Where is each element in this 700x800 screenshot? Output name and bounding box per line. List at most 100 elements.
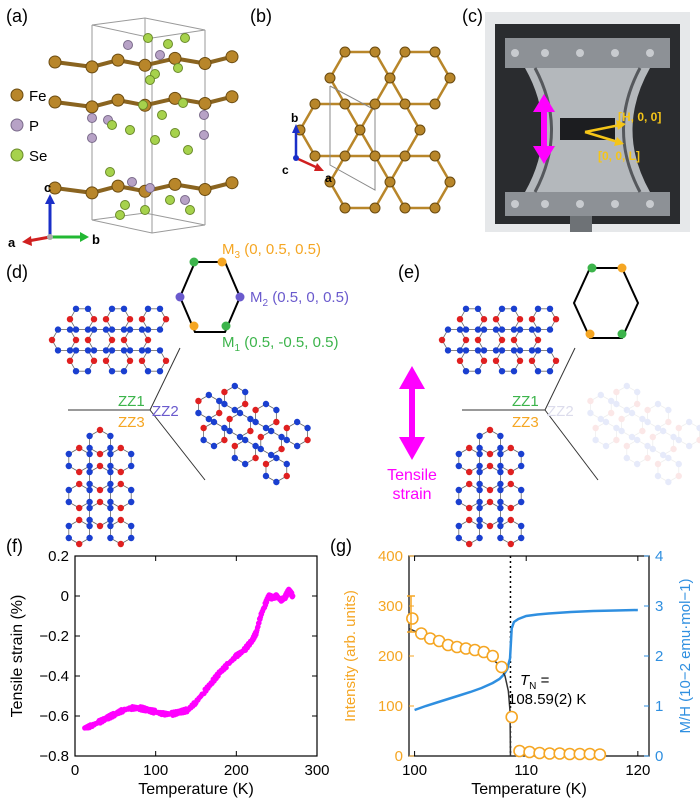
spin-site (138, 326, 146, 333)
spin-site (117, 540, 124, 548)
spin-site (65, 534, 72, 542)
legend-se-label: Se (29, 148, 47, 165)
spin-site (516, 347, 524, 354)
fe-atom (198, 97, 212, 110)
spin-site (262, 460, 270, 468)
fe-atom (138, 58, 152, 72)
panel-label-c: (c) (462, 6, 483, 26)
spin-site (628, 433, 636, 441)
intensity-point (495, 660, 508, 674)
spin-site (76, 480, 83, 488)
fe-site (309, 98, 321, 110)
spin-site (659, 451, 667, 459)
m3-label: M3 (0, 0.5, 0.5) (222, 241, 321, 261)
chart-f-ylabel: Tensile strain (%) (9, 595, 26, 718)
spin-site (107, 522, 114, 530)
fe-atom (85, 60, 99, 74)
spin-site (102, 316, 110, 323)
spin-site (293, 418, 301, 426)
spin-site (639, 427, 646, 435)
spin-site (108, 336, 116, 344)
spin-site (126, 326, 134, 333)
spin-site (665, 454, 672, 462)
spin-site (497, 522, 504, 530)
spin-site (156, 326, 164, 333)
chart-g-ylabel-left: Intensity (arb. units) (342, 590, 359, 722)
spin-site (665, 406, 672, 414)
spin-site (639, 415, 646, 423)
p-atom (199, 130, 209, 140)
spin-site (644, 406, 651, 414)
spin-site (72, 305, 80, 312)
fe-site (384, 72, 396, 84)
spin-site (654, 472, 662, 480)
fe-atom (48, 181, 62, 195)
spin-site (644, 418, 651, 426)
fe-site (384, 176, 396, 188)
brillouin-zone-d (175, 257, 245, 333)
chart-f-xtick: 100 (143, 762, 168, 779)
spin-site (138, 347, 146, 354)
zz1-label-e: ZZ1 (512, 393, 539, 410)
p-atom (87, 113, 97, 123)
spin-site (54, 326, 62, 333)
fe-site (399, 98, 411, 110)
chart-g-xtick: 120 (625, 762, 650, 779)
spin-site (492, 316, 500, 323)
spin-site (205, 391, 213, 399)
spin-site (466, 504, 473, 512)
spin-site (72, 326, 80, 333)
spin-site (633, 436, 641, 444)
spin-site (273, 418, 280, 426)
spin-site (649, 433, 656, 441)
fe-atom (111, 93, 125, 107)
spin-site (117, 480, 124, 488)
fe-atom (168, 91, 182, 105)
spin-site (462, 326, 470, 333)
spin-site (76, 468, 83, 476)
spin-site (241, 460, 249, 468)
spin-site (226, 427, 233, 435)
spin-site (200, 424, 207, 432)
spin-site (613, 388, 620, 396)
spin-site (480, 316, 488, 323)
panel-label-d: (d) (6, 262, 28, 282)
spin-site (86, 468, 93, 476)
spin-site (623, 442, 630, 450)
spin-site (507, 504, 514, 512)
spin-site (86, 504, 93, 512)
spin-site (474, 347, 482, 354)
spin-site (486, 450, 494, 458)
spin-site (86, 462, 93, 470)
fe-atom (48, 95, 62, 109)
spin-site (257, 433, 264, 441)
spin-site (84, 336, 92, 344)
spin-site (456, 347, 464, 354)
spin-site (623, 454, 630, 462)
spin-site (476, 432, 483, 440)
se-atom (125, 125, 135, 135)
fe-site (354, 124, 366, 136)
spin-site (456, 316, 464, 323)
spin-site (66, 347, 74, 354)
chart-g-ytick-left: 100 (378, 698, 403, 715)
spin-site (90, 347, 98, 354)
tensile-strain-label-1: Tensile (387, 467, 437, 484)
spin-site (108, 368, 116, 375)
spin-site (633, 460, 641, 468)
se-atom (145, 75, 155, 85)
chart-f-ytick: −0.6 (39, 708, 69, 725)
spin-site (518, 462, 525, 470)
spin-site (96, 462, 104, 470)
spin-site (516, 357, 524, 364)
spin-site (107, 444, 114, 452)
spin-site (474, 326, 482, 333)
spin-site (65, 462, 72, 470)
spin-site (86, 444, 93, 452)
legend-fe-dot (10, 88, 24, 102)
spin-site (96, 522, 104, 530)
spin-site (242, 388, 249, 396)
se-atom (105, 167, 115, 177)
spin-site (476, 522, 483, 530)
spin-site (84, 347, 92, 354)
